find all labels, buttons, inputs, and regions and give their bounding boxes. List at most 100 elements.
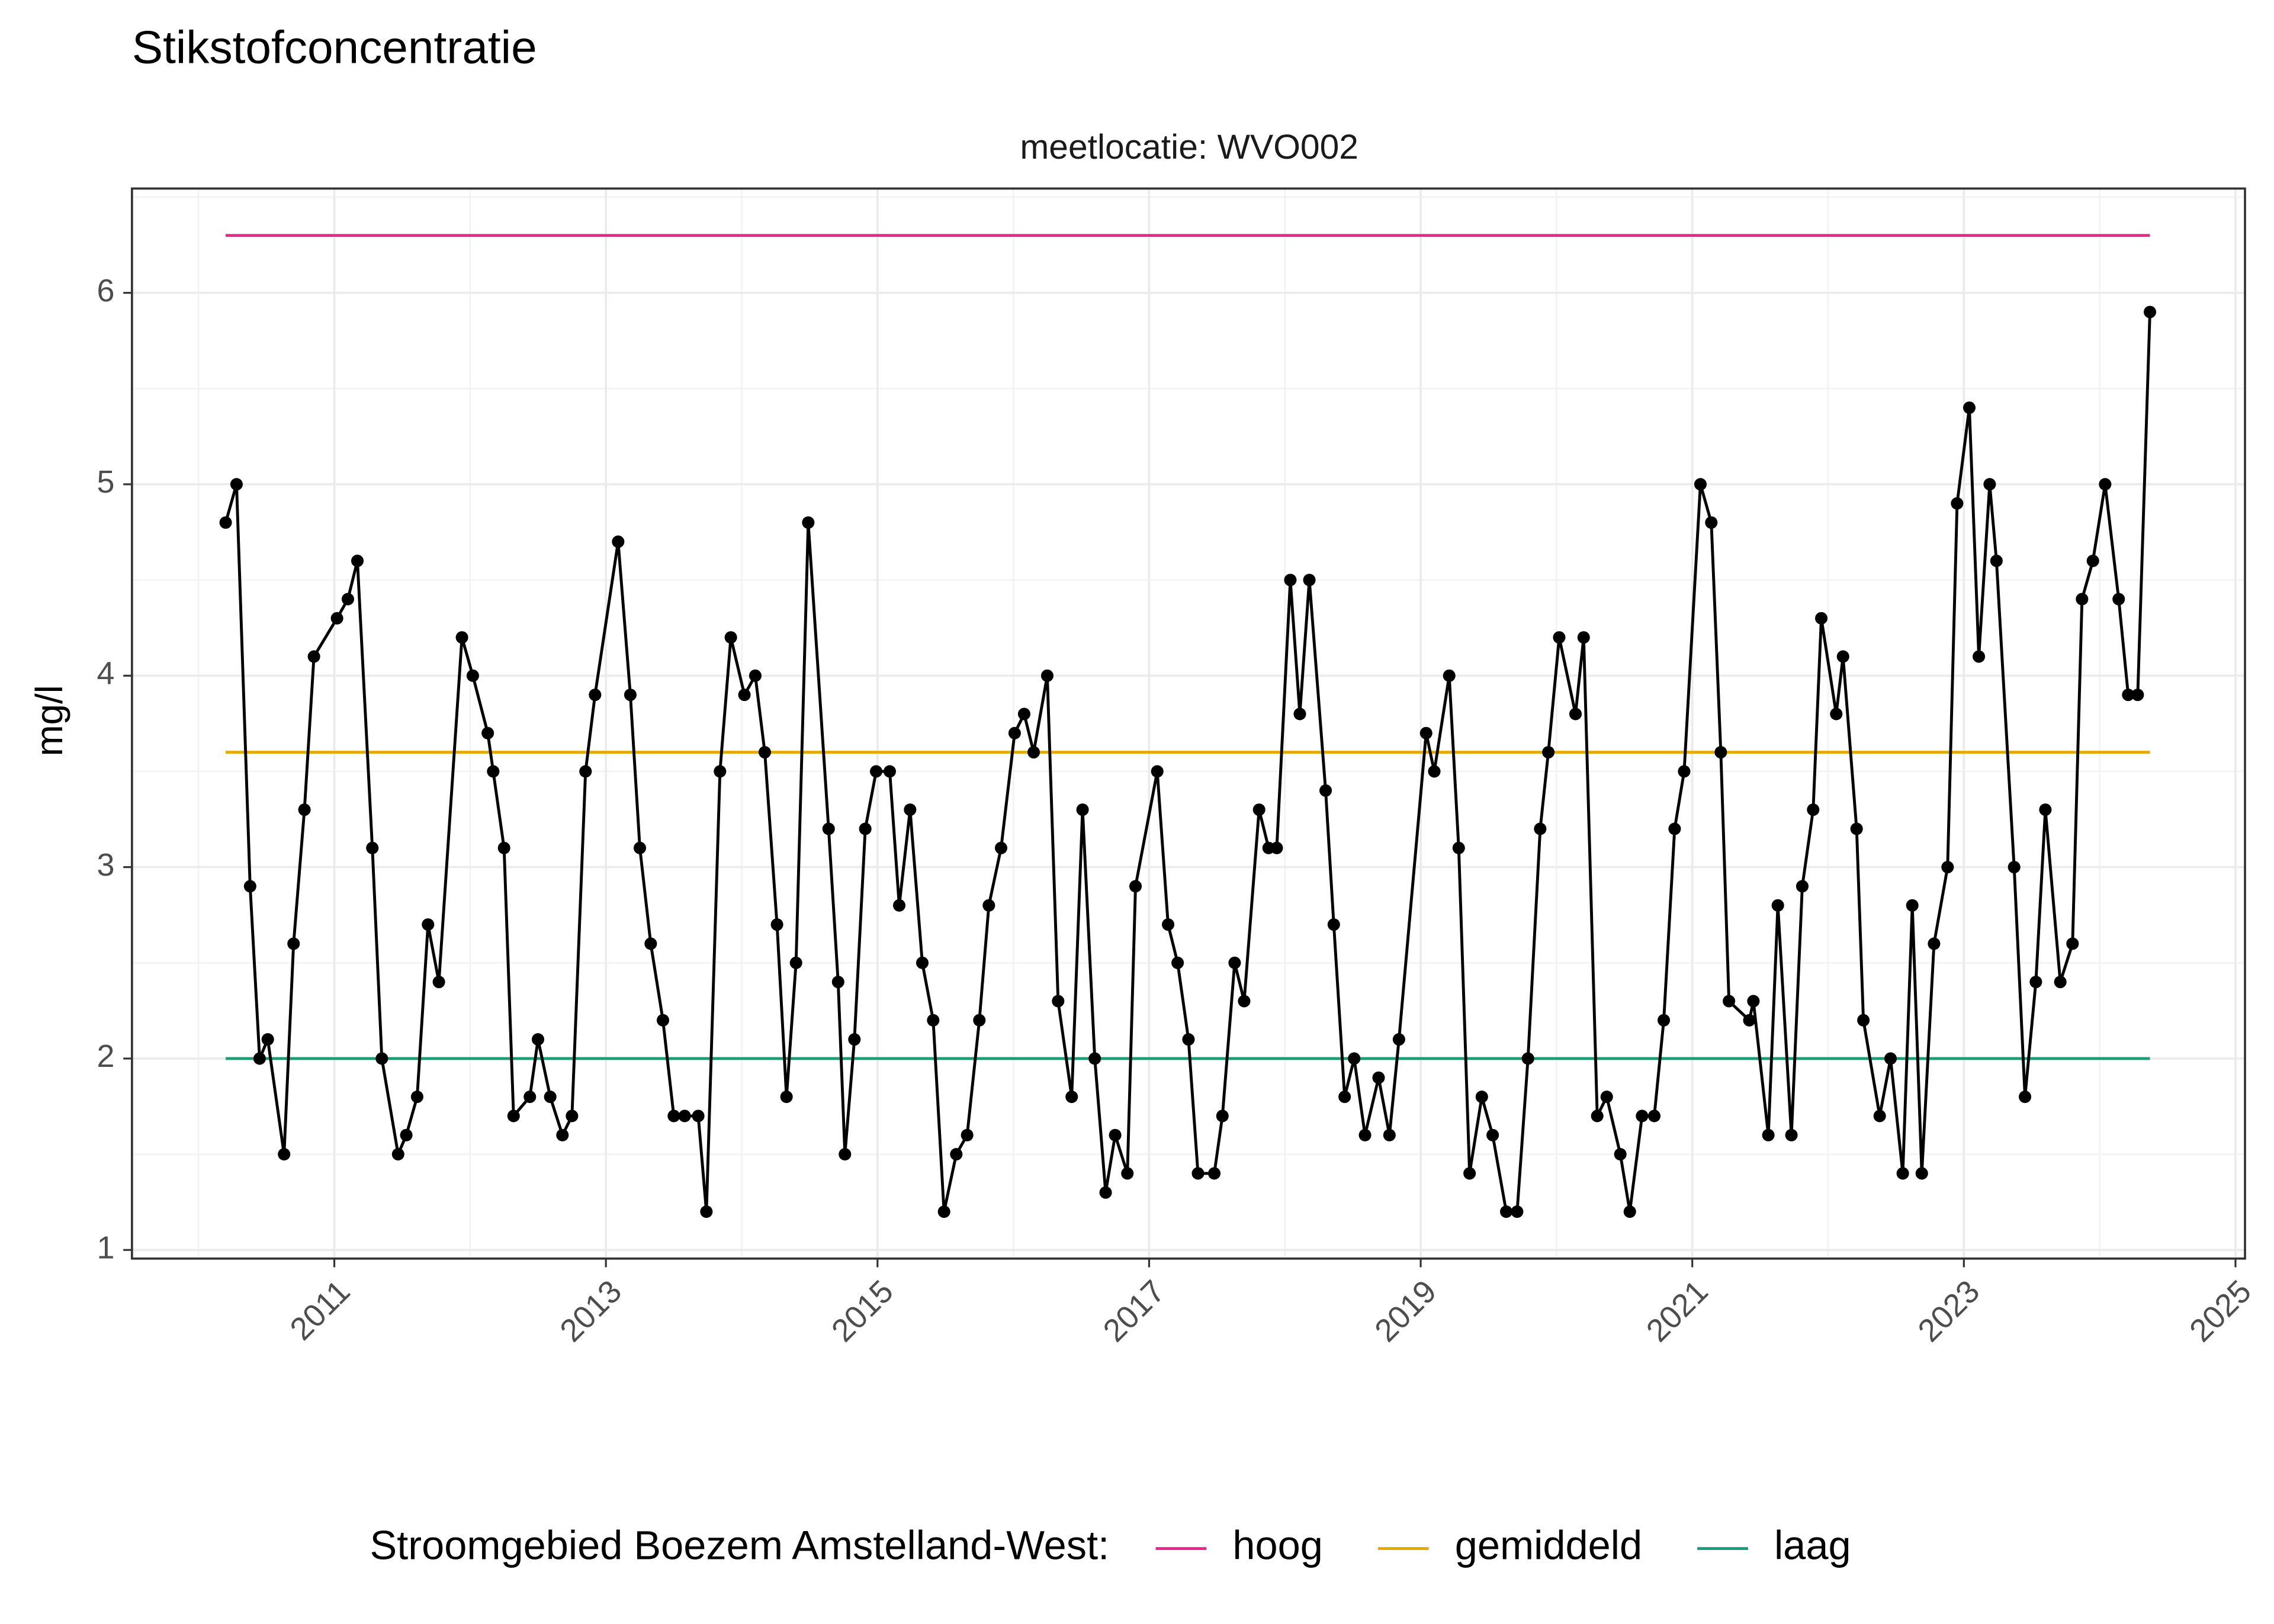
data-point	[1191, 1167, 1205, 1180]
data-point	[466, 669, 479, 682]
data-point	[253, 1052, 266, 1065]
data-point	[579, 765, 592, 778]
data-point	[330, 612, 343, 625]
data-point	[531, 1033, 545, 1046]
data-point	[848, 1033, 861, 1046]
data-point	[455, 631, 468, 644]
data-point	[1951, 497, 1964, 510]
data-point	[2112, 593, 2125, 606]
y-tick-label: 6	[97, 273, 115, 308]
data-point	[1008, 726, 1021, 739]
data-point	[1884, 1052, 1897, 1065]
data-point	[1815, 612, 1828, 625]
data-point	[410, 1091, 423, 1104]
data-point	[391, 1148, 404, 1161]
data-point	[1500, 1205, 1513, 1218]
y-tick-label: 4	[97, 656, 115, 692]
data-point	[1129, 880, 1142, 893]
data-point	[1452, 841, 1465, 854]
data-point	[1623, 1205, 1636, 1218]
data-point	[1270, 841, 1283, 854]
data-point	[1762, 1128, 1775, 1141]
data-point	[1723, 995, 1736, 1008]
data-point	[780, 1091, 793, 1104]
data-point	[1511, 1205, 1524, 1218]
data-point	[1928, 937, 1941, 950]
data-point	[544, 1091, 557, 1104]
data-point	[644, 937, 657, 950]
data-point	[497, 841, 510, 854]
data-point	[904, 803, 917, 816]
data-point	[1857, 1014, 1870, 1027]
data-point	[1162, 918, 1175, 931]
legend-title: Stroomgebied Boezem Amstelland-West:	[370, 1523, 1109, 1568]
data-point	[859, 822, 872, 835]
y-tick-label: 2	[97, 1038, 115, 1074]
data-point	[1906, 899, 1919, 912]
data-point	[1207, 1167, 1221, 1180]
data-point	[1319, 784, 1332, 797]
data-point	[700, 1205, 713, 1218]
data-point	[2008, 861, 2021, 874]
data-point	[219, 516, 232, 529]
data-point	[1658, 1014, 1671, 1027]
data-point	[230, 478, 243, 491]
data-point	[1714, 746, 1727, 759]
data-point	[1569, 708, 1582, 721]
data-point	[1542, 746, 1555, 759]
data-point	[287, 937, 300, 950]
data-point	[261, 1033, 274, 1046]
data-point	[1383, 1128, 1396, 1141]
data-point	[770, 918, 783, 931]
data-point	[1419, 726, 1433, 739]
data-point	[1694, 478, 1707, 491]
data-point	[656, 1014, 670, 1027]
data-point	[307, 650, 320, 663]
data-point	[1873, 1110, 1886, 1123]
data-point	[481, 726, 494, 739]
data-point	[1293, 708, 1306, 721]
data-point	[1463, 1167, 1476, 1180]
data-point	[612, 535, 625, 548]
data-point	[1151, 765, 1164, 778]
data-point	[1303, 574, 1316, 587]
data-point	[1065, 1091, 1078, 1104]
data-point	[1614, 1148, 1627, 1161]
data-point	[2076, 593, 2089, 606]
data-point	[1027, 746, 1040, 759]
data-point	[341, 593, 355, 606]
data-point	[994, 841, 1008, 854]
data-point	[1836, 650, 1849, 663]
data-point	[1327, 918, 1340, 931]
data-point	[738, 689, 751, 702]
data-point	[243, 880, 256, 893]
y-axis-label: mg/l	[28, 685, 70, 756]
data-point	[1372, 1071, 1385, 1084]
data-point	[507, 1110, 520, 1123]
data-point	[1830, 708, 1843, 721]
data-point	[2086, 554, 2099, 567]
data-point	[1088, 1052, 1101, 1065]
data-point	[869, 765, 883, 778]
data-point	[1534, 822, 1547, 835]
data-point	[1743, 1014, 1756, 1027]
data-point	[432, 976, 445, 989]
y-tick-label: 3	[97, 847, 115, 883]
data-point	[1348, 1052, 1361, 1065]
data-point	[2131, 689, 2144, 702]
data-point	[1443, 669, 1456, 682]
data-point	[375, 1052, 388, 1065]
data-point	[1647, 1110, 1661, 1123]
data-point	[1052, 995, 1065, 1008]
data-point	[1338, 1091, 1351, 1104]
data-point	[1915, 1167, 1928, 1180]
data-point	[789, 956, 802, 969]
data-point	[892, 899, 906, 912]
data-point	[678, 1110, 691, 1123]
data-point	[1941, 861, 1954, 874]
data-point	[1428, 765, 1441, 778]
data-point	[973, 1014, 986, 1027]
data-point	[1973, 650, 1986, 663]
data-point	[1577, 631, 1590, 644]
data-point	[937, 1205, 950, 1218]
